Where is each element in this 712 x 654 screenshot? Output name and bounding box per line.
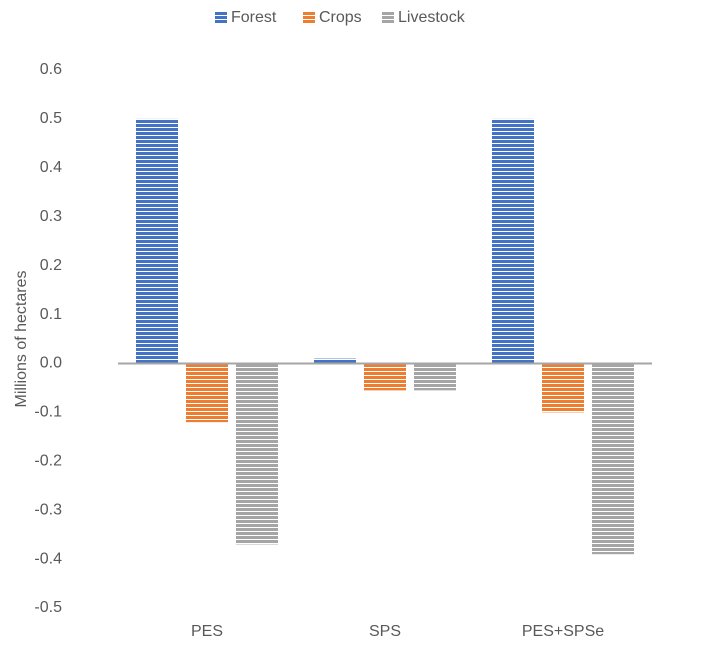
y-tick-label: 0.0 [40, 355, 62, 372]
y-tick-label: 0.4 [40, 159, 62, 176]
y-tick-label: 0.2 [40, 257, 62, 274]
y-tick-label: 0.3 [40, 208, 62, 225]
bar [592, 363, 634, 555]
y-tick-label: -0.1 [34, 404, 62, 421]
y-axis-title: Millions of hectares [13, 271, 30, 408]
y-tick-label: 0.1 [40, 306, 62, 323]
y-tick-label: 0.6 [40, 61, 62, 78]
x-tick-label: SPS [369, 623, 401, 640]
y-tick-label: -0.3 [34, 501, 62, 518]
x-tick-label: PES+SPSe [522, 623, 604, 640]
y-tick-label: -0.2 [34, 452, 62, 469]
legend-label: Forest [231, 9, 277, 26]
legend-swatch [303, 12, 315, 24]
bar [364, 363, 406, 391]
legend-swatch [215, 12, 227, 24]
bar [492, 118, 534, 364]
legend-swatch [382, 12, 394, 24]
legend-label: Crops [319, 9, 362, 26]
x-tick-label: PES [191, 623, 223, 640]
y-tick-label: 0.5 [40, 110, 62, 127]
y-tick-label: -0.5 [34, 599, 62, 616]
bar [186, 363, 228, 423]
y-tick-label: -0.4 [34, 550, 62, 567]
bar [136, 118, 178, 364]
bar [236, 363, 278, 545]
legend-label: Livestock [398, 9, 466, 26]
bar [314, 358, 356, 364]
bar [414, 363, 456, 391]
bar [542, 363, 584, 413]
